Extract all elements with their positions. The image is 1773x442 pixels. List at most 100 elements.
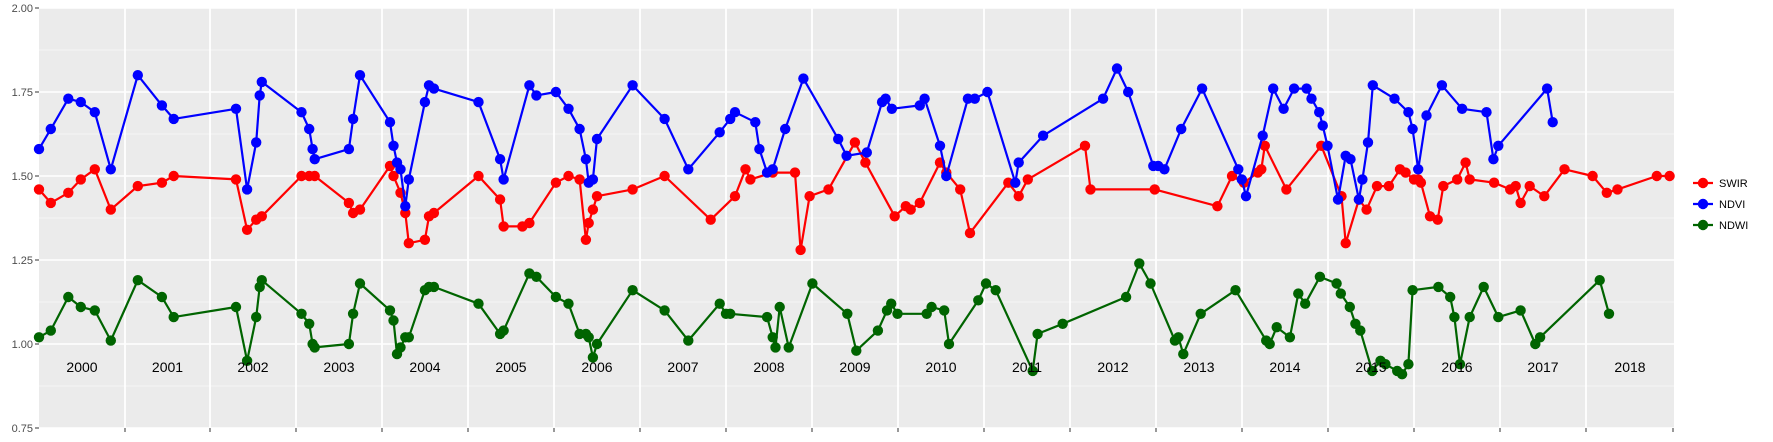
data-point-swir [574, 174, 585, 185]
data-point-swir [745, 174, 756, 185]
data-point-ndvi [395, 164, 406, 175]
data-point-ndwi [892, 308, 903, 319]
data-point-swir [1515, 197, 1526, 209]
data-point-ndvi [251, 137, 262, 148]
data-point-swir [789, 167, 801, 178]
year-label: 2010 [925, 359, 956, 375]
data-point-ndvi [256, 76, 267, 88]
y-tick-label: 2.00 [12, 3, 33, 15]
data-point-swir [1510, 180, 1521, 192]
data-point-ndvi [1367, 80, 1379, 91]
data-point-ndvi [1413, 164, 1424, 175]
data-point-ndwi [939, 305, 950, 316]
data-point-ndvi [714, 127, 725, 138]
data-point-ndwi [774, 301, 785, 313]
data-point-ndwi [309, 342, 320, 353]
data-point-ndwi [587, 352, 599, 363]
data-point-swir [1079, 140, 1091, 151]
data-point-swir [804, 191, 815, 202]
data-point-swir [256, 211, 267, 222]
data-point-swir [1651, 170, 1663, 182]
year-label: 2002 [237, 359, 268, 375]
data-point-swir [795, 244, 806, 256]
data-point-swir [914, 197, 925, 209]
data-point-ndwi [343, 338, 355, 350]
data-point-ndwi [1454, 359, 1466, 370]
data-point-ndvi [1456, 103, 1468, 115]
legend: SWIR NDVI NDWI [1693, 177, 1748, 232]
data-point-ndvi [1123, 86, 1134, 98]
legend-label-swir: SWIR [1719, 178, 1748, 190]
data-point-ndwi [926, 301, 937, 313]
data-point-ndwi [230, 301, 242, 313]
data-point-swir [964, 227, 976, 239]
data-point-ndwi [473, 298, 484, 309]
data-point-ndwi [1594, 275, 1605, 286]
data-point-ndwi [132, 275, 143, 286]
data-point-swir [905, 204, 916, 215]
data-point-ndwi [1284, 332, 1296, 343]
data-point-ndvi [750, 117, 761, 128]
data-point-ndvi [75, 96, 87, 108]
year-label: 2018 [1614, 359, 1645, 375]
data-point-swir [230, 174, 242, 185]
data-point-ndvi [1306, 93, 1317, 104]
data-point-ndvi [1493, 140, 1504, 151]
data-point-ndwi [1396, 369, 1408, 380]
data-point-ndvi [419, 96, 431, 108]
data-point-ndwi [256, 275, 267, 286]
data-point-ndwi [1230, 285, 1241, 296]
data-point-ndvi [428, 83, 440, 94]
data-point-ndvi [919, 93, 930, 104]
data-point-ndwi [1293, 288, 1304, 299]
data-point-ndvi [307, 143, 318, 155]
data-point-swir [659, 170, 670, 182]
data-point-ndwi [973, 295, 984, 306]
data-point-ndvi [941, 170, 952, 182]
year-label: 2011 [1012, 359, 1042, 375]
data-point-ndvi [45, 123, 56, 135]
data-point-ndvi [683, 164, 694, 175]
legend-label-ndvi: NDVI [1719, 199, 1745, 211]
year-label: 2015 [1355, 359, 1386, 375]
data-point-ndwi [807, 278, 818, 289]
year-label: 2008 [753, 359, 784, 375]
data-point-ndvi [132, 70, 143, 81]
data-point-ndwi [498, 325, 509, 336]
data-point-swir [1524, 180, 1535, 192]
data-point-ndwi [428, 281, 440, 293]
data-point-ndvi [400, 201, 411, 212]
data-point-ndwi [1264, 338, 1275, 350]
data-point-swir [580, 234, 592, 245]
data-point-ndwi [1367, 365, 1378, 377]
year-label: 2016 [1441, 359, 1472, 375]
y-tick-label: 1.50 [12, 171, 33, 183]
data-point-ndvi [296, 107, 307, 118]
data-point-ndwi [872, 325, 884, 336]
data-point-ndwi [1478, 281, 1489, 293]
data-point-ndwi [683, 335, 694, 346]
data-point-ndwi [1380, 359, 1391, 370]
data-point-swir [1539, 191, 1550, 202]
data-point-ndwi [395, 342, 406, 353]
data-point-swir [729, 191, 741, 202]
data-point-ndvi [1403, 107, 1414, 118]
data-point-swir [524, 217, 535, 229]
data-point-swir [168, 170, 179, 182]
data-point-ndvi [1159, 164, 1170, 175]
data-point-ndwi [45, 325, 56, 336]
data-point-ndwi [851, 345, 862, 356]
data-point-swir [1400, 167, 1411, 178]
data-point-swir [296, 170, 307, 182]
data-point-ndvi [969, 93, 980, 104]
series-layer [33, 63, 1675, 380]
data-point-ndvi [230, 103, 242, 115]
year-label: 2009 [839, 359, 870, 375]
data-point-ndvi [729, 107, 741, 118]
data-point-swir [1340, 238, 1351, 249]
data-point-swir [1432, 214, 1443, 225]
data-point-ndvi [880, 93, 891, 104]
data-point-ndvi [347, 113, 359, 125]
data-point-swir [403, 238, 414, 249]
data-point-ndwi [1493, 311, 1504, 323]
